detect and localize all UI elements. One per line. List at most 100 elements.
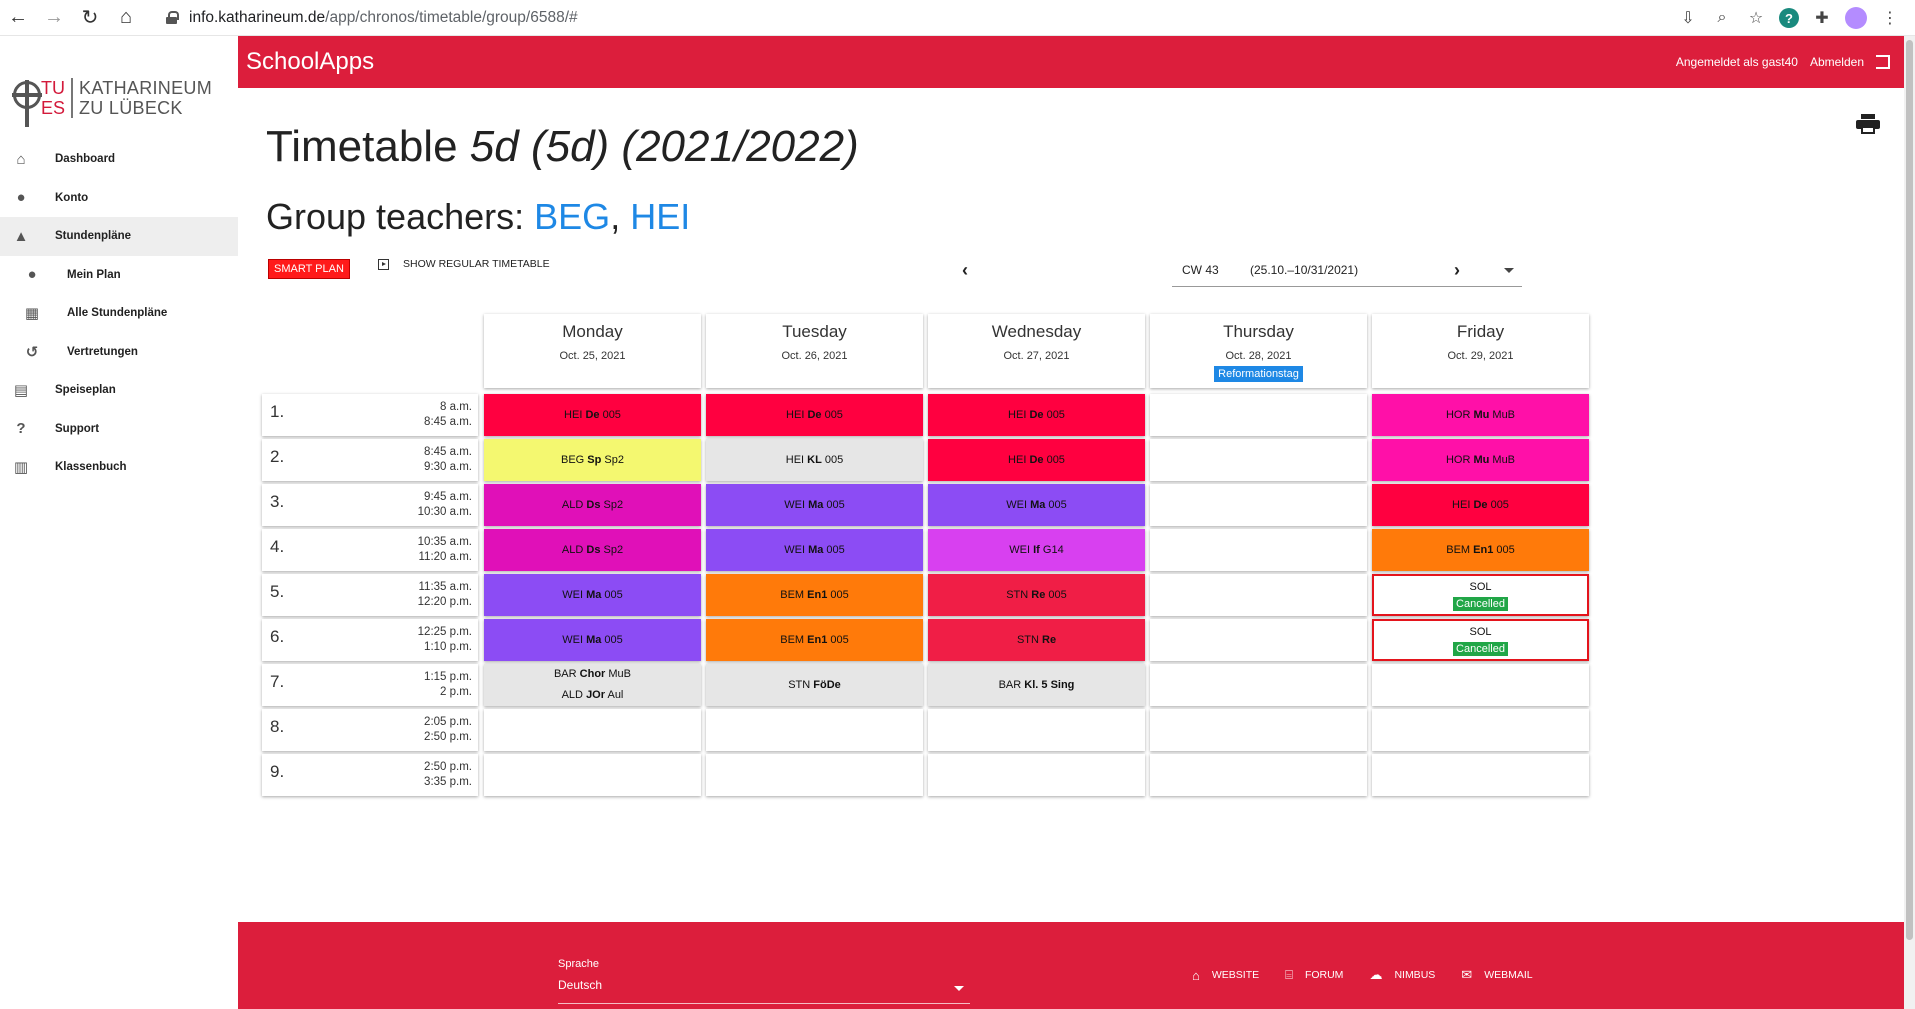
lesson-room: MuB [605, 668, 632, 680]
lesson-room: 005 [1045, 498, 1067, 511]
prev-week-chevron-icon[interactable]: ‹ [962, 260, 968, 280]
lesson-cell[interactable]: WEI Ma 005 [484, 619, 701, 661]
lock-icon [166, 11, 179, 24]
person-icon: ● [16, 189, 26, 207]
day-date: Oct. 25, 2021 [559, 350, 626, 362]
profile-avatar[interactable] [1845, 7, 1867, 29]
school-logo[interactable]: TU ES KATHARINEUM ZU LÜBECK [12, 68, 212, 128]
lesson-line: BAR Chor MuB [554, 664, 631, 685]
teacher-link-hei[interactable]: HEI [630, 196, 691, 237]
lesson-subject: Ma [808, 543, 824, 556]
period-start: 11:35 a.m. [418, 581, 473, 593]
lesson-cell[interactable]: BAR Chor MuB ALD JOr Aul [484, 664, 701, 706]
lesson-room: 005 [1043, 408, 1065, 421]
footer-link-nimbus[interactable]: ☁ NIMBUS [1369, 967, 1435, 983]
logout-link[interactable]: Abmelden [1809, 55, 1864, 69]
sidebar-item-mein-plan[interactable]: ● Mein Plan [0, 256, 238, 295]
logout-icon[interactable] [1876, 55, 1890, 69]
week-range: (25.10.–10/31/2021) [1250, 263, 1359, 277]
extension-help-icon[interactable]: ? [1779, 8, 1799, 28]
sidebar-item-dashboard[interactable]: ⌂ Dashboard [0, 140, 238, 179]
address-bar[interactable]: info.katharineum.de/app/chronos/timetabl… [166, 9, 578, 27]
lesson-cell[interactable]: HEI De 005 [928, 394, 1145, 436]
sidebar-item-klassenbuch[interactable]: ▥ Klassenbuch [0, 448, 238, 487]
lesson-room: 005 [1043, 453, 1065, 466]
zoom-icon[interactable]: ⌕ [1717, 9, 1727, 26]
back-arrow-icon[interactable]: ← [8, 6, 28, 28]
sidebar-item-vertretungen[interactable]: ↺ Vertretungen [0, 333, 238, 372]
app-title[interactable]: SchoolApps [246, 48, 375, 75]
sidebar-item-label: Dashboard [55, 153, 116, 166]
lesson-line: WEI If G14 [1009, 540, 1063, 561]
install-icon[interactable]: ⇩ [1681, 10, 1695, 27]
lesson-cell[interactable]: WEI Ma 005 [706, 484, 923, 526]
lesson-cell[interactable]: SOL Cancelled [1372, 574, 1589, 616]
smart-plan-badge: SMART PLAN [268, 259, 350, 279]
lesson-cell[interactable]: STN Re [928, 619, 1145, 661]
lesson-cell[interactable]: HEI De 005 [928, 439, 1145, 481]
lesson-room: 005 [1045, 588, 1067, 601]
sidebar-item-konto[interactable]: ● Konto [0, 179, 238, 218]
lesson-cell[interactable]: HEI KL 005 [706, 439, 923, 481]
week-select[interactable]: CW 43 (25.10.–10/31/2021) [1172, 254, 1522, 287]
lesson-line: HEI De 005 [1008, 405, 1065, 426]
puzzle-icon[interactable]: ✚ [1815, 10, 1829, 27]
lesson-teacher: STN [1016, 633, 1042, 646]
cancelled-badge: Cancelled [1453, 596, 1508, 611]
lesson-cell[interactable]: WEI If G14 [928, 529, 1145, 571]
reload-icon[interactable]: ↻ [81, 7, 99, 29]
lesson-cell[interactable]: SOL Cancelled [1372, 619, 1589, 661]
day-header: Tuesday Oct. 26, 2021 [706, 314, 923, 388]
home-icon[interactable]: ⌂ [119, 6, 133, 28]
sidebar-item-stundenplaene[interactable]: ▲ Stundenpläne [0, 217, 238, 256]
sidebar-item-speiseplan[interactable]: ▤ Speiseplan [0, 371, 238, 410]
sidebar-item-alle-stundenplaene[interactable]: ▦ Alle Stundenpläne [0, 294, 238, 333]
lesson-cell[interactable]: BEG Sp Sp2 [484, 439, 701, 481]
lesson-teacher: WEI [1009, 543, 1034, 556]
lesson-cell[interactable]: ALD Ds Sp2 [484, 484, 701, 526]
empty-cell [1150, 484, 1367, 526]
language-select[interactable]: Deutsch [558, 974, 970, 1004]
lesson-cell[interactable]: WEI Ma 005 [706, 529, 923, 571]
lesson-subject: Mu [1473, 453, 1490, 466]
star-icon[interactable]: ☆ [1748, 10, 1764, 27]
logo-wheel-icon [12, 69, 42, 127]
teacher-link-beg[interactable]: BEG [534, 196, 611, 237]
lesson-cell[interactable]: BEM En1 005 [706, 619, 923, 661]
lesson-line: BEG Sp Sp2 [561, 450, 624, 471]
show-regular-timetable-button[interactable]: SHOW REGULAR TIMETABLE [378, 258, 550, 270]
lesson-cell[interactable]: HEI De 005 [706, 394, 923, 436]
lesson-cell[interactable]: BAR Kl. 5 Sing [928, 664, 1145, 706]
lesson-cell[interactable]: HEI De 005 [484, 394, 701, 436]
footer-link-webmail[interactable]: ✉ WEBMAIL [1461, 967, 1532, 983]
period-start: 2:05 p.m. [424, 716, 472, 728]
lesson-room: 005 [1487, 498, 1509, 511]
sidebar-item-support[interactable]: ? Support [0, 410, 238, 449]
lesson-cell[interactable]: BEM En1 005 [706, 574, 923, 616]
kebab-menu-icon[interactable]: ⋮ [1882, 10, 1898, 27]
sidebar-item-label: Support [55, 422, 100, 435]
lesson-teacher: HEI [1008, 453, 1030, 466]
print-icon[interactable] [1856, 114, 1880, 134]
lesson-cell[interactable]: HOR Mu MuB [1372, 439, 1589, 481]
period-slot: 8. 2:05 p.m. 2:50 p.m. [262, 709, 478, 751]
lesson-cell[interactable]: WEI Ma 005 [928, 484, 1145, 526]
lesson-cell[interactable]: ALD Ds Sp2 [484, 529, 701, 571]
logged-in-status[interactable]: Angemeldet als gast40 [1675, 55, 1798, 69]
url-host: info.katharineum.de [189, 8, 326, 26]
period-slot: 7. 1:15 p.m. 2 p.m. [262, 664, 478, 706]
period-end: 10:30 a.m. [417, 506, 472, 518]
lesson-cell[interactable]: HOR Mu MuB [1372, 394, 1589, 436]
footer-link-website[interactable]: ⌂ WEBSITE [1192, 967, 1259, 983]
next-week-chevron-icon[interactable]: › [1454, 260, 1460, 280]
empty-cell [706, 709, 923, 751]
page-scrollbar[interactable] [1904, 36, 1915, 1009]
lesson-subject: Ma [586, 633, 602, 646]
lesson-cell[interactable]: HEI De 005 [1372, 484, 1589, 526]
lesson-cell[interactable]: BEM En1 005 [1372, 529, 1589, 571]
lesson-cell[interactable]: STN FöDe [706, 664, 923, 706]
footer-link-forum[interactable]: ⌸ FORUM [1285, 967, 1343, 983]
lesson-cell[interactable]: STN Re 005 [928, 574, 1145, 616]
forward-arrow-icon[interactable]: → [44, 6, 64, 28]
lesson-cell[interactable]: WEI Ma 005 [484, 574, 701, 616]
